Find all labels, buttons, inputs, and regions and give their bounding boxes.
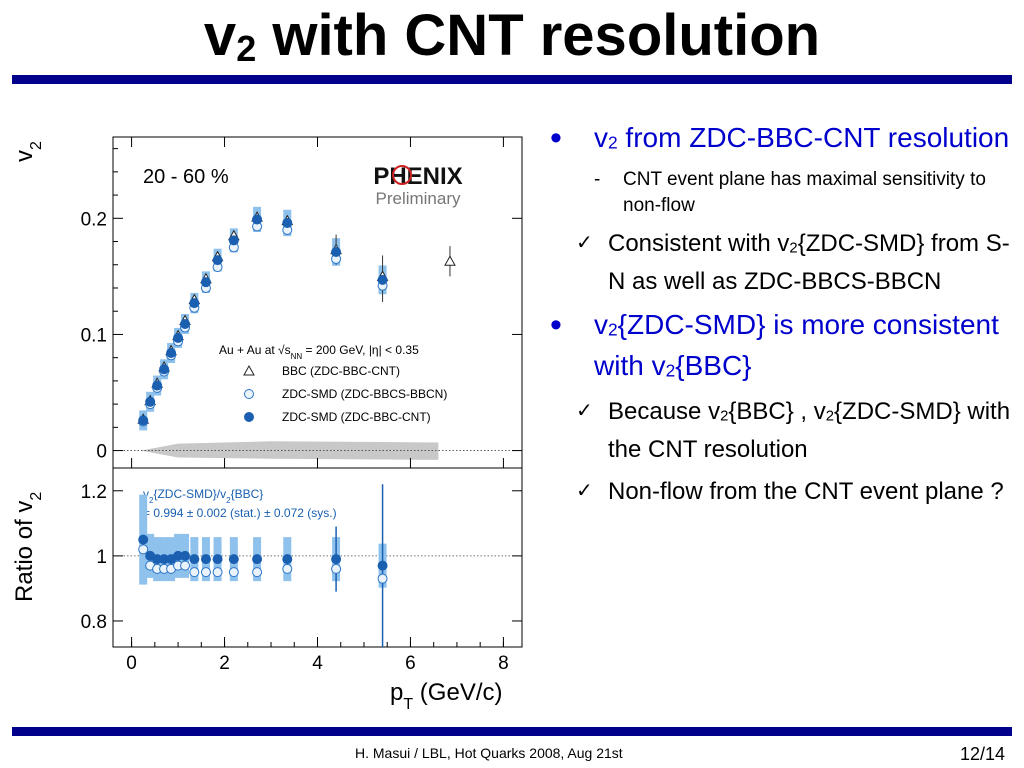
data-point-bottom xyxy=(282,554,293,565)
data-point-bottom xyxy=(189,554,200,565)
data-point-bottom xyxy=(377,573,388,584)
data-point-bottom xyxy=(252,554,263,565)
check-icon: ✓ xyxy=(576,399,593,422)
footer-credit: H. Masui / LBL, Hot Quarks 2008, Aug 21s… xyxy=(355,745,623,761)
bullet-dot-icon: • xyxy=(550,119,562,157)
y-tick-label-bottom: 1 xyxy=(96,547,107,568)
data-point-top xyxy=(159,364,170,375)
data-point-bottom xyxy=(377,560,388,571)
check-item-consistent: ✓ Consistent with v2{ZDC-SMD} from S-N a… xyxy=(550,227,1020,298)
y-tick-label-bottom: 0.8 xyxy=(81,612,107,633)
logo-text: PHENIX xyxy=(373,163,462,190)
legend-label: BBC (ZDC-BBC-CNT) xyxy=(282,364,400,378)
y-axis-label-top: v2 xyxy=(11,141,45,162)
data-point-top xyxy=(200,277,211,288)
data-point-top xyxy=(173,332,184,343)
logo-star-icon xyxy=(392,165,412,185)
data-point-bottom xyxy=(228,567,239,578)
legend-marker xyxy=(243,364,255,376)
ratio-annotation-line2: = 0.994 ± 0.002 (stat.) ± 0.072 (sys.) xyxy=(143,506,337,520)
data-point-top xyxy=(228,235,239,246)
dash-icon: - xyxy=(594,168,601,190)
title-divider xyxy=(12,75,1012,84)
data-point-bottom xyxy=(228,554,239,565)
legend-label: ZDC-SMD (ZDC-BBC-CNT) xyxy=(282,410,431,424)
data-point-top xyxy=(377,274,388,285)
ratio-annotation-line1: v2{ZDC-SMD}/v2{BBC} xyxy=(143,487,263,505)
footer-divider xyxy=(12,727,1012,736)
bullet-more-consistent: • v2{ZDC-SMD} is more consistent with v2… xyxy=(550,306,999,381)
y-axis-label-bottom: Ratio of v2 xyxy=(11,492,45,602)
data-point-top xyxy=(180,318,191,329)
x-tick-label: 4 xyxy=(312,653,323,674)
x-tick-label: 8 xyxy=(498,653,509,674)
y-tick-label-top: 0 xyxy=(96,442,107,463)
data-point-bottom xyxy=(252,567,263,578)
legend-header: Au + Au at √sNN = 200 GeV, |η| < 0.35 xyxy=(219,343,419,361)
centrality-label: 20 - 60 % xyxy=(143,166,229,188)
logo-subtext: Preliminary xyxy=(375,189,461,208)
legend-label: ZDC-SMD (ZDC-BBCS-BBCN) xyxy=(282,387,447,401)
data-point-top xyxy=(145,396,156,407)
bullet-list: • v2 from ZDC-BBC-CNT resolution - CNT e… xyxy=(550,120,1020,517)
data-point-bottom xyxy=(200,554,211,565)
data-point-bottom xyxy=(331,563,342,574)
data-point-bottom xyxy=(180,560,191,571)
x-tick-label: 2 xyxy=(219,653,230,674)
systematic-band xyxy=(140,441,439,460)
bullet-v2-zdc-bbc-cnt: • v2 from ZDC-BBC-CNT resolution xyxy=(550,119,1010,157)
data-point-bottom xyxy=(212,554,223,565)
check-item-because: ✓ Because v2{BBC} , v2{ZDC-SMD} with the… xyxy=(550,395,1020,466)
data-point-bottom xyxy=(200,567,211,578)
data-point-top xyxy=(444,255,456,266)
x-tick-label: 0 xyxy=(126,653,137,674)
data-point-top xyxy=(152,380,163,391)
legend-marker xyxy=(244,389,254,399)
data-point-bottom xyxy=(138,534,149,545)
data-point-top xyxy=(282,217,293,228)
data-point-top xyxy=(166,348,177,359)
page-number: 12/14 xyxy=(960,744,1006,764)
check-item-nonflow: ✓ Non-flow from the CNT event plane ? xyxy=(550,475,1020,508)
data-point-top xyxy=(212,255,223,266)
data-point-top xyxy=(252,214,263,225)
data-point-bottom xyxy=(189,567,200,578)
y-tick-label-top: 0.1 xyxy=(81,325,107,346)
data-point-top xyxy=(189,298,200,309)
data-point-bottom xyxy=(331,554,342,565)
y-tick-label-bottom: 1.2 xyxy=(81,482,107,503)
x-axis-label: pT (GeV/c) xyxy=(390,679,502,713)
x-tick-label: 6 xyxy=(405,653,416,674)
y-tick-label-top: 0.2 xyxy=(81,209,107,230)
flow-chart-figure: 0 0.1 0.2 0.8 1 1.2 0 2 4 6 8 v2 Ratio of v2 pT (GeV/… xyxy=(11,136,523,713)
data-point-bottom xyxy=(180,550,191,561)
check-icon: ✓ xyxy=(576,231,593,254)
legend-marker xyxy=(244,412,254,422)
data-point-bottom xyxy=(212,567,223,578)
bullet-dot-icon: • xyxy=(550,306,562,345)
check-icon: ✓ xyxy=(576,480,593,503)
data-point-top xyxy=(331,246,342,257)
subitem-cnt-event-plane: - CNT event plane has maximal sensitivit… xyxy=(594,168,986,216)
data-point-bottom xyxy=(138,544,149,555)
slide-title: v2 with CNT resolution xyxy=(203,3,821,69)
data-point-bottom xyxy=(282,563,293,574)
data-point-top xyxy=(138,415,149,426)
